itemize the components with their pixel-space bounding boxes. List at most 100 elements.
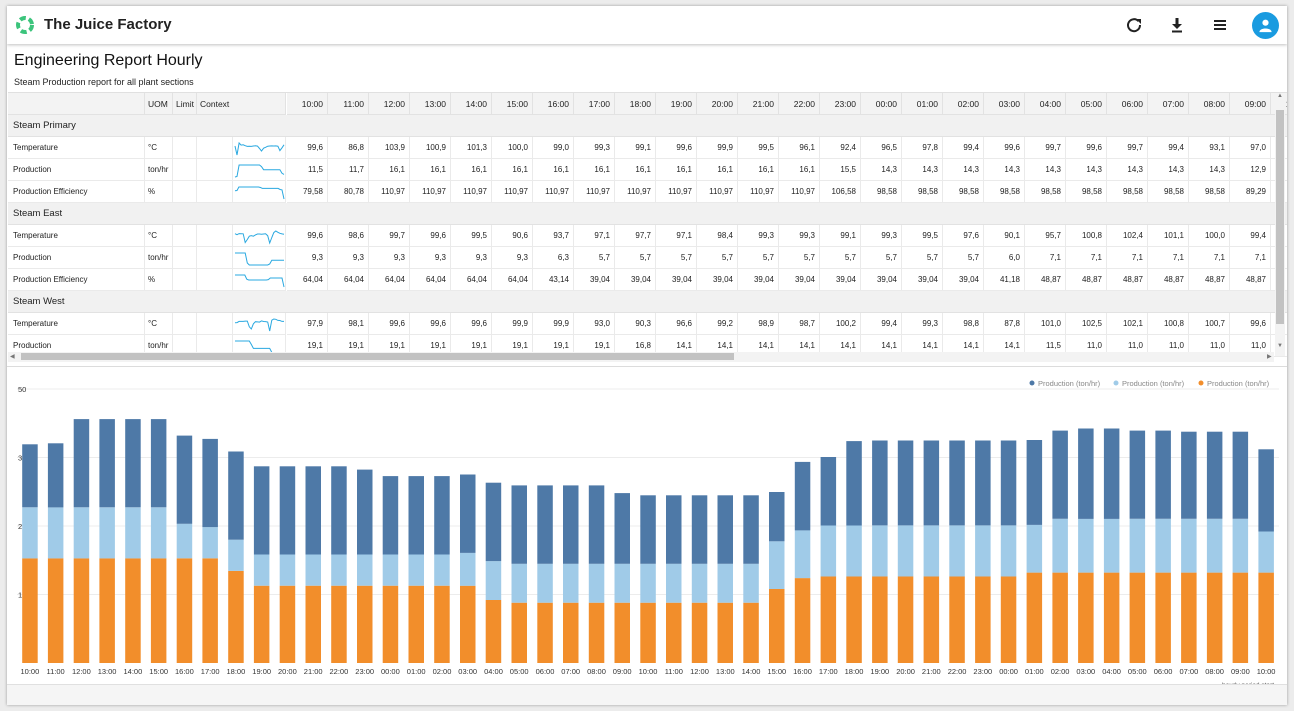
chart-bar-segment-2[interactable] [872, 440, 888, 526]
row-value[interactable]: 5,7 [615, 247, 656, 269]
chart-bar-segment-2[interactable] [511, 485, 528, 564]
row-value[interactable]: 48,87 [1230, 269, 1271, 291]
row-value[interactable]: 102,4 [1107, 225, 1148, 247]
row-value[interactable]: 9,3 [369, 247, 410, 269]
row-value[interactable]: 98,58 [1148, 181, 1189, 203]
chart-bar-segment-0[interactable] [1129, 572, 1146, 663]
row-value[interactable]: 99,7 [1025, 137, 1066, 159]
row-value[interactable]: 97,7 [615, 225, 656, 247]
row-value[interactable]: 93,7 [533, 225, 574, 247]
chart-bar-segment-2[interactable] [1026, 440, 1043, 525]
chart-bar-segment-0[interactable] [537, 602, 553, 663]
scroll-up-arrow-icon[interactable]: ▲ [1277, 93, 1283, 99]
row-value[interactable]: 98,58 [1025, 181, 1066, 203]
chart-bar-segment-2[interactable] [743, 495, 759, 564]
chart-bar-segment-2[interactable] [1129, 430, 1146, 519]
row-value[interactable]: 100,9 [410, 137, 451, 159]
header-time[interactable]: 18:00 [615, 93, 656, 115]
chart-bar-segment-0[interactable] [279, 585, 296, 663]
chart-bar-segment-2[interactable] [305, 466, 322, 555]
chart-bar-segment-0[interactable] [1000, 576, 1017, 663]
row-value[interactable]: 110,97 [410, 181, 451, 203]
grid-horizontal-scroll-thumb[interactable] [21, 353, 734, 360]
chart-bar-segment-0[interactable] [1155, 572, 1171, 663]
row-value[interactable]: 110,97 [779, 181, 820, 203]
header-time[interactable]: 01:00 [902, 93, 943, 115]
row-value[interactable]: 101,0 [1025, 313, 1066, 335]
row-value[interactable]: 98,9 [738, 313, 779, 335]
header-time[interactable]: 11:00 [328, 93, 369, 115]
chart-bar-segment-2[interactable] [279, 466, 296, 555]
chart-bar-segment-1[interactable] [202, 527, 218, 559]
chart-bar-segment-0[interactable] [666, 602, 682, 663]
legend-entry[interactable]: Production (ton/hr) [1122, 379, 1185, 388]
header-time[interactable]: 07:00 [1148, 93, 1189, 115]
row-value[interactable]: 64,04 [328, 269, 369, 291]
row-value[interactable]: 98,58 [1066, 181, 1107, 203]
row-value[interactable]: 98,58 [861, 181, 902, 203]
chart-bar-segment-0[interactable] [460, 585, 476, 663]
chart-bar-segment-2[interactable] [202, 438, 218, 528]
header-context[interactable]: Context [197, 93, 286, 115]
row-value[interactable]: 99,5 [738, 137, 779, 159]
chart-bar-segment-2[interactable] [1000, 440, 1017, 526]
grid-vertical-scroll-thumb[interactable] [1276, 110, 1284, 324]
header-time[interactable]: 14:00 [451, 93, 492, 115]
chart-bar-segment-2[interactable] [1078, 428, 1094, 519]
row-value[interactable]: 7,1 [1025, 247, 1066, 269]
row-value[interactable]: 99,4 [1148, 137, 1189, 159]
chart-bar-segment-2[interactable] [125, 419, 141, 508]
row-value[interactable]: 98,4 [697, 225, 738, 247]
chart-bar-segment-0[interactable] [743, 602, 759, 663]
row-value[interactable]: 110,97 [574, 181, 615, 203]
header-time[interactable]: 17:00 [574, 93, 615, 115]
chart-bar-segment-0[interactable] [408, 585, 425, 663]
chart-bar-segment-1[interactable] [563, 563, 579, 603]
chart-bar-segment-0[interactable] [73, 558, 90, 663]
row-value[interactable]: 14,3 [861, 159, 902, 181]
header-limit[interactable]: Limit [173, 93, 197, 115]
row-value[interactable]: 7,1 [1066, 247, 1107, 269]
chart-bar-segment-2[interactable] [923, 440, 940, 526]
row-value[interactable]: 98,8 [943, 313, 984, 335]
chart-bar-segment-1[interactable] [717, 563, 734, 603]
row-value[interactable]: 98,58 [984, 181, 1025, 203]
chart-bar-segment-0[interactable] [382, 585, 399, 663]
row-value[interactable]: 7,1 [1189, 247, 1230, 269]
header-time[interactable]: 10:00 [287, 93, 328, 115]
scroll-down-arrow-icon[interactable]: ▼ [1277, 343, 1283, 349]
header-uom[interactable]: UOM [145, 93, 173, 115]
row-value[interactable]: 93,0 [574, 313, 615, 335]
chart-bar-segment-0[interactable] [897, 576, 914, 663]
row-value[interactable]: 6,3 [533, 247, 574, 269]
header-time[interactable]: 21:00 [738, 93, 779, 115]
chart-bar-segment-0[interactable] [253, 585, 270, 663]
row-value[interactable]: 100,7 [1189, 313, 1230, 335]
header-time[interactable]: 05:00 [1066, 93, 1107, 115]
row-value[interactable]: 16,1 [656, 159, 697, 181]
chart-bar-segment-1[interactable] [537, 563, 553, 603]
chart-bar-segment-1[interactable] [331, 554, 347, 586]
row-value[interactable]: 99,7 [369, 225, 410, 247]
chart-bar-segment-0[interactable] [923, 576, 940, 663]
group-header[interactable]: Steam Primary [8, 115, 1287, 137]
row-value[interactable]: 39,04 [943, 269, 984, 291]
row-value[interactable]: 48,87 [1107, 269, 1148, 291]
chart-bar-segment-1[interactable] [1000, 525, 1017, 577]
row-value[interactable]: 98,6 [328, 225, 369, 247]
header-time[interactable]: 15:00 [492, 93, 533, 115]
chart-bar-segment-1[interactable] [1052, 518, 1068, 573]
chart-bar-segment-2[interactable] [434, 476, 450, 555]
chart-bar-segment-0[interactable] [975, 576, 991, 663]
row-value[interactable]: 15,5 [820, 159, 861, 181]
chart-bar-segment-0[interactable] [820, 576, 837, 663]
download-icon[interactable] [1167, 15, 1187, 35]
row-value[interactable]: 80,78 [328, 181, 369, 203]
header-time[interactable]: 08:00 [1189, 93, 1230, 115]
chart-bar-segment-0[interactable] [1052, 572, 1068, 663]
header-time[interactable]: 06:00 [1107, 93, 1148, 115]
chart-bar-segment-1[interactable] [22, 507, 38, 559]
row-value[interactable]: 99,5 [451, 225, 492, 247]
row-value[interactable]: 99,4 [1230, 225, 1271, 247]
chart-bar-segment-2[interactable] [485, 482, 502, 562]
